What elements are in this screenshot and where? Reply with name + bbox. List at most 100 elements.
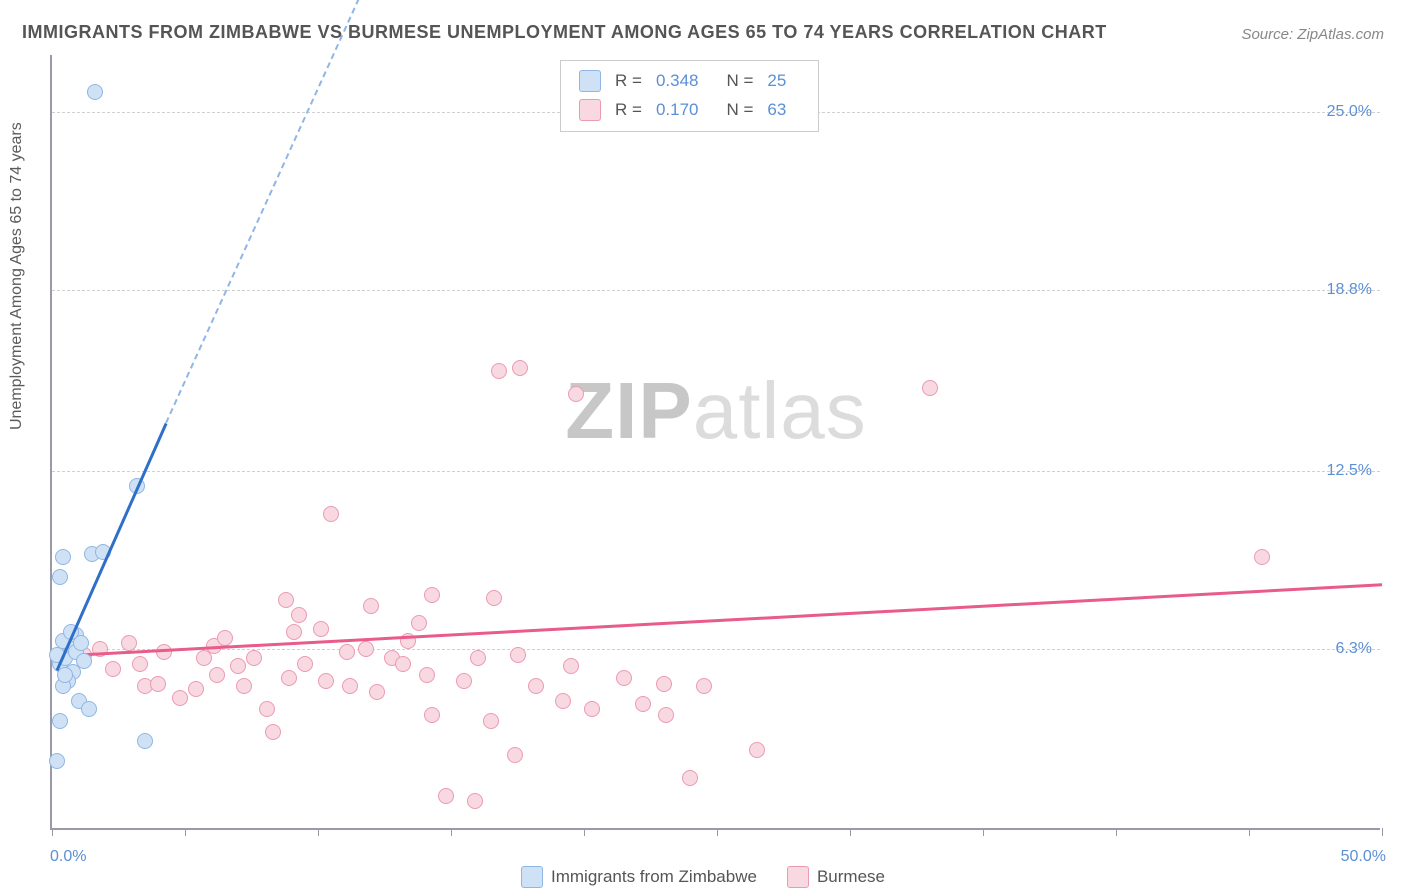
watermark: ZIPatlas <box>565 365 866 457</box>
data-point-burmese <box>528 678 544 694</box>
x-tick-label: 50.0% <box>1341 848 1386 866</box>
data-point-burmese <box>246 650 262 666</box>
data-point-burmese <box>369 684 385 700</box>
data-point-burmese <box>209 667 225 683</box>
data-point-burmese <box>281 670 297 686</box>
data-point-zimbabwe <box>57 667 73 683</box>
legend-label-burmese: Burmese <box>817 867 885 887</box>
r-value-zimbabwe: 0.348 <box>656 67 699 96</box>
correlation-legend: R = 0.348 N = 25 R = 0.170 N = 63 <box>560 60 819 132</box>
data-point-burmese <box>121 635 137 651</box>
data-point-burmese <box>342 678 358 694</box>
data-point-burmese <box>424 707 440 723</box>
data-point-zimbabwe <box>52 713 68 729</box>
data-point-burmese <box>512 360 528 376</box>
data-point-burmese <box>230 658 246 674</box>
data-point-burmese <box>568 386 584 402</box>
data-point-zimbabwe <box>87 84 103 100</box>
n-label: N = <box>726 96 753 125</box>
data-point-burmese <box>297 656 313 672</box>
data-point-burmese <box>470 650 486 666</box>
watermark-part1: ZIP <box>565 366 692 455</box>
data-point-burmese <box>616 670 632 686</box>
data-point-burmese <box>150 676 166 692</box>
legend-swatch-zimbabwe <box>579 70 601 92</box>
plot-area: ZIPatlas 6.3% 12.5% 18.8% 25.0% <box>50 55 1380 830</box>
legend-label-zimbabwe: Immigrants from Zimbabwe <box>551 867 757 887</box>
x-tick <box>584 828 585 836</box>
data-point-burmese <box>486 590 502 606</box>
data-point-burmese <box>696 678 712 694</box>
legend-swatch-burmese-b <box>787 866 809 888</box>
data-point-zimbabwe <box>52 569 68 585</box>
data-point-burmese <box>132 656 148 672</box>
x-tick <box>1116 828 1117 836</box>
data-point-burmese <box>411 615 427 631</box>
data-point-burmese <box>259 701 275 717</box>
trend-line-zimbabwe <box>56 423 168 671</box>
data-point-burmese <box>286 624 302 640</box>
n-value-zimbabwe: 25 <box>767 67 786 96</box>
data-point-burmese <box>555 693 571 709</box>
y-tick-label: 18.8% <box>1327 281 1372 299</box>
gridline-h <box>52 290 1380 291</box>
x-tick <box>318 828 319 836</box>
n-label: N = <box>726 67 753 96</box>
x-tick <box>1382 828 1383 836</box>
data-point-burmese <box>438 788 454 804</box>
trend-line-burmese <box>52 583 1382 658</box>
x-tick <box>1249 828 1250 836</box>
data-point-burmese <box>278 592 294 608</box>
x-tick-label: 0.0% <box>50 848 86 866</box>
chart-title: IMMIGRANTS FROM ZIMBABWE VS BURMESE UNEM… <box>22 22 1107 43</box>
legend-item-zimbabwe: Immigrants from Zimbabwe <box>521 866 757 888</box>
x-tick <box>185 828 186 836</box>
data-point-burmese <box>363 598 379 614</box>
y-tick-label: 12.5% <box>1327 462 1372 480</box>
data-point-burmese <box>236 678 252 694</box>
y-tick-label: 25.0% <box>1327 103 1372 121</box>
data-point-burmese <box>563 658 579 674</box>
data-point-zimbabwe <box>137 733 153 749</box>
data-point-burmese <box>1254 549 1270 565</box>
data-point-burmese <box>749 742 765 758</box>
legend-row-zimbabwe: R = 0.348 N = 25 <box>579 67 800 96</box>
data-point-burmese <box>507 747 523 763</box>
data-point-burmese <box>456 673 472 689</box>
legend-item-burmese: Burmese <box>787 866 885 888</box>
source-attribution: Source: ZipAtlas.com <box>1241 26 1384 43</box>
y-tick-label: 6.3% <box>1336 640 1372 658</box>
data-point-burmese <box>483 713 499 729</box>
data-point-burmese <box>318 673 334 689</box>
r-value-burmese: 0.170 <box>656 96 699 125</box>
data-point-burmese <box>188 681 204 697</box>
x-tick <box>451 828 452 836</box>
data-point-burmese <box>922 380 938 396</box>
gridline-h <box>52 471 1380 472</box>
n-value-burmese: 63 <box>767 96 786 125</box>
data-point-burmese <box>105 661 121 677</box>
legend-swatch-zimbabwe-b <box>521 866 543 888</box>
r-label: R = <box>615 96 642 125</box>
legend-swatch-burmese <box>579 99 601 121</box>
trend-line-zimbabwe-dash <box>165 0 438 424</box>
data-point-burmese <box>656 676 672 692</box>
data-point-burmese <box>291 607 307 623</box>
legend-row-burmese: R = 0.170 N = 63 <box>579 96 800 125</box>
r-label: R = <box>615 67 642 96</box>
data-point-burmese <box>339 644 355 660</box>
data-point-zimbabwe <box>76 653 92 669</box>
data-point-burmese <box>217 630 233 646</box>
data-point-burmese <box>419 667 435 683</box>
data-point-burmese <box>635 696 651 712</box>
data-point-burmese <box>584 701 600 717</box>
data-point-burmese <box>658 707 674 723</box>
data-point-burmese <box>358 641 374 657</box>
data-point-burmese <box>510 647 526 663</box>
data-point-burmese <box>265 724 281 740</box>
y-axis-label: Unemployment Among Ages 65 to 74 years <box>8 122 26 430</box>
x-tick <box>850 828 851 836</box>
data-point-burmese <box>313 621 329 637</box>
data-point-burmese <box>424 587 440 603</box>
data-point-burmese <box>395 656 411 672</box>
